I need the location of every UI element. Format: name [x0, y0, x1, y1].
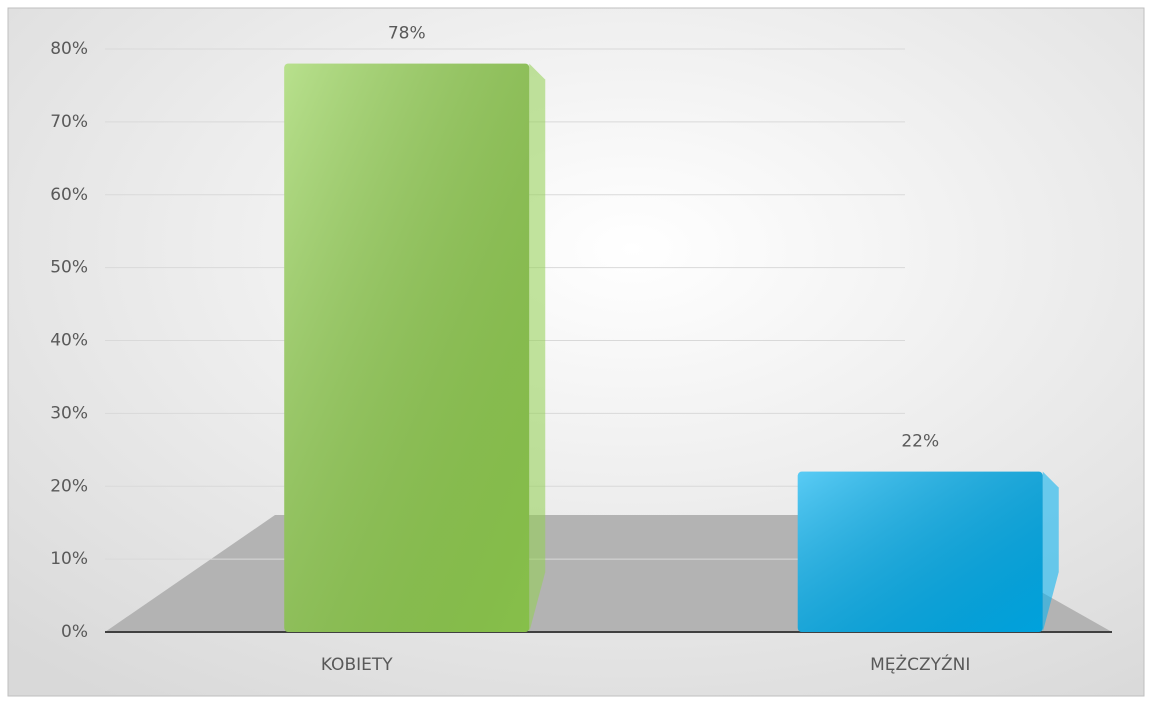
y-tick-label: 60% — [50, 185, 88, 205]
data-label: 22% — [901, 432, 939, 452]
bar-side — [529, 63, 546, 632]
bar-shade — [284, 63, 530, 632]
bar-shade — [797, 471, 1043, 632]
y-tick-label: 20% — [50, 476, 88, 496]
y-tick-label: 0% — [61, 622, 88, 642]
y-tick-label: 70% — [50, 112, 88, 132]
y-tick-label: 80% — [50, 39, 88, 59]
x-tick-label: MĘŻCZYŹNI — [870, 653, 970, 675]
y-tick-label: 50% — [50, 258, 88, 278]
y-tick-label: 30% — [50, 403, 88, 423]
y-tick-label: 40% — [50, 331, 88, 351]
x-tick-label: KOBIETY — [321, 655, 393, 675]
y-tick-label: 10% — [50, 549, 88, 569]
bar-side — [1042, 471, 1059, 632]
data-label: 78% — [388, 24, 426, 44]
